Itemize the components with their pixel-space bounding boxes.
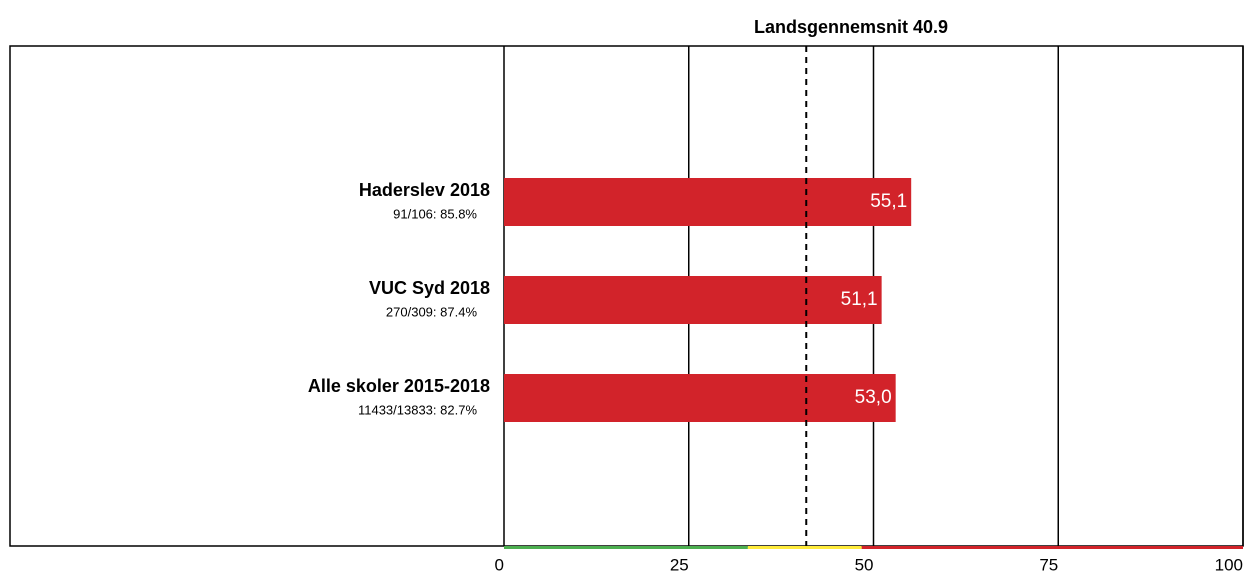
scale-band xyxy=(861,546,1243,549)
x-tick-label: 75 xyxy=(1039,555,1058,574)
bar xyxy=(504,276,882,324)
category-label: Alle skoler 2015-2018 xyxy=(308,376,490,396)
x-tick-label: 0 xyxy=(495,555,504,574)
bar xyxy=(504,178,912,226)
x-tick-label: 25 xyxy=(670,555,689,574)
x-tick-label: 100 xyxy=(1215,555,1243,574)
category-sublabel: 91/106: 85.8% xyxy=(393,206,477,221)
scale-band xyxy=(747,546,862,549)
category-label: VUC Syd 2018 xyxy=(369,278,490,298)
reference-label: Landsgennemsnit 40.9 xyxy=(754,17,948,37)
scale-band xyxy=(504,546,748,549)
category-sublabel: 11433/13833: 82.7% xyxy=(358,402,477,417)
x-tick-label: 50 xyxy=(855,555,874,574)
bar xyxy=(504,374,896,422)
bar-value-label: 51,1 xyxy=(841,289,878,310)
bar-value-label: 53,0 xyxy=(855,387,892,408)
category-label: Haderslev 2018 xyxy=(359,180,490,200)
category-sublabel: 270/309: 87.4% xyxy=(386,304,478,319)
bar-value-label: 55,1 xyxy=(870,191,907,212)
